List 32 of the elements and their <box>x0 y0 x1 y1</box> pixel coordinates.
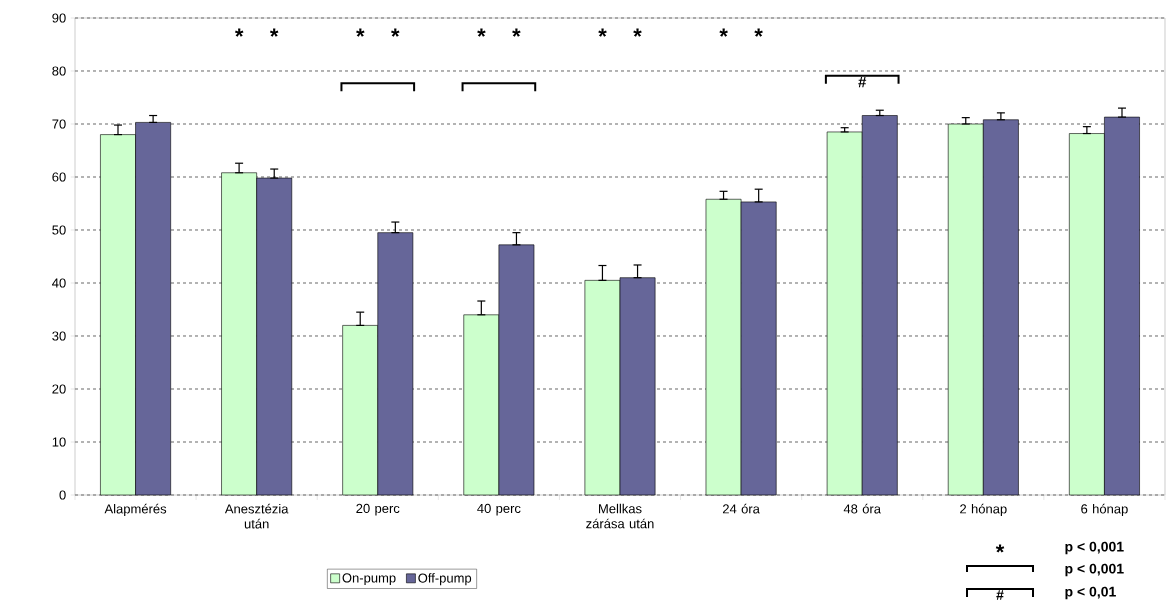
x-tick-label: 24 óra <box>722 503 760 514</box>
x-tick-label: 2 hónap <box>960 503 1007 517</box>
annotation: * * <box>598 28 642 37</box>
annotation: * * <box>356 28 400 37</box>
legend-label: Off-pump <box>418 573 472 586</box>
y-tick-label: 50 <box>52 225 66 235</box>
annotation: * * <box>477 28 521 37</box>
annotation: * * <box>234 28 279 37</box>
y-tick-label: 60 <box>52 172 66 182</box>
x-tick-label: Alapmérés <box>104 503 167 517</box>
x-tick-label: Mellkas zárása után <box>586 503 654 529</box>
text: p < 0,01 <box>1065 586 1116 600</box>
text: p < 0,001 <box>1065 563 1124 577</box>
text: # <box>996 590 1004 600</box>
text: p < 0,001 <box>1065 541 1124 555</box>
annotation: # <box>858 76 867 88</box>
y-tick-label: 10 <box>52 437 66 447</box>
x-tick-label: 6 hónap <box>1081 503 1128 517</box>
y-tick-label: 80 <box>52 66 66 76</box>
annotation: * * <box>719 28 763 37</box>
x-tick-label: 40 perc <box>477 503 521 516</box>
y-tick-label: 40 <box>52 278 66 288</box>
text: * <box>995 544 1005 553</box>
y-tick-label: 0 <box>59 490 66 500</box>
y-tick-label: 90 <box>52 13 66 23</box>
x-tick-label: 20 perc <box>356 503 400 516</box>
y-tick-label: 70 <box>52 119 66 129</box>
y-tick-label: 20 <box>52 384 66 394</box>
x-tick-label: 48 óra <box>843 503 881 514</box>
x-tick-label: Anesztézia után <box>224 503 289 529</box>
legend-label: On-pump <box>342 573 396 586</box>
y-tick-label: 30 <box>52 331 66 341</box>
